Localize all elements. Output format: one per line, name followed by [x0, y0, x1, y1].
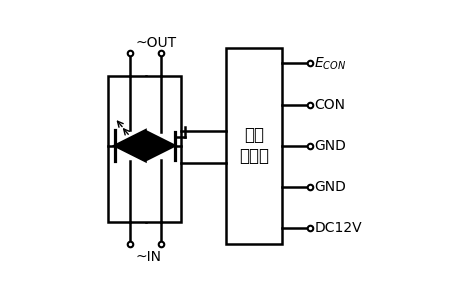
Text: ~OUT: ~OUT	[135, 36, 176, 50]
Bar	[108, 76, 181, 222]
Text: CON: CON	[313, 98, 345, 112]
Bar	[226, 48, 281, 244]
Text: 移相
调控器: 移相 调控器	[239, 126, 268, 165]
Polygon shape	[147, 132, 175, 160]
Text: ~IN: ~IN	[135, 250, 161, 264]
Text: DC12V: DC12V	[313, 221, 361, 235]
Text: GND: GND	[313, 180, 345, 194]
Polygon shape	[115, 130, 145, 161]
Text: $E_{CON}$: $E_{CON}$	[313, 55, 346, 72]
Text: GND: GND	[313, 139, 345, 153]
